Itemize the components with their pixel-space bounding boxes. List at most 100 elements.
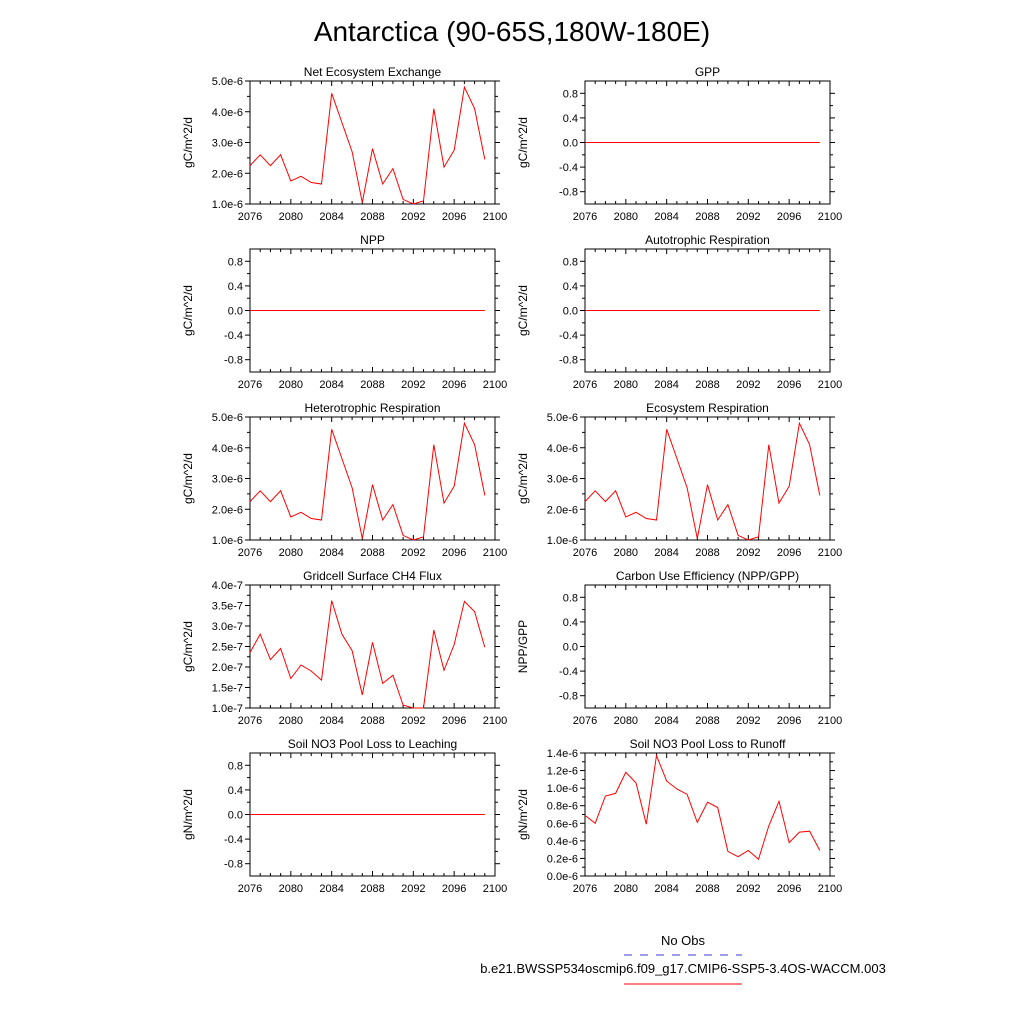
chart-10-xtick-label-2096: 2096 <box>777 883 801 895</box>
chart-9-ylabel: gN/m^2/d <box>181 789 195 840</box>
chart-9-xtick-label-2096: 2096 <box>442 883 466 895</box>
chart-6-xtick-label-2084: 2084 <box>654 547 678 559</box>
chart-7-xtick-label-2080: 2080 <box>279 715 303 727</box>
chart-10-series-line <box>584 753 821 861</box>
chart-3-xtick-label-2096: 2096 <box>442 379 466 391</box>
chart-10-xtick-label-2080: 2080 <box>614 883 638 895</box>
chart-5-xtick-label-2096: 2096 <box>442 547 466 559</box>
chart-3-ytick-label-4: 0.8 <box>228 256 243 268</box>
chart-6-ylabel: gC/m^2/d <box>516 453 530 504</box>
chart-3-xtick-label-2084: 2084 <box>319 379 343 391</box>
chart-7-ytick-label-2: 2.0e-7 <box>212 662 243 674</box>
chart-4-xtick-label-2076: 2076 <box>573 379 597 391</box>
chart-3-title: NPP <box>360 233 385 247</box>
chart-3-xtick-label-2088: 2088 <box>360 379 384 391</box>
chart-5-ytick-label-2: 3.0e-6 <box>212 474 243 486</box>
panel-9: Soil NO3 Pool Loss to Leaching 2076 2080 20… <box>181 737 507 895</box>
chart-6-xtick-label-2092: 2092 <box>736 547 760 559</box>
chart-4-xtick-label-2088: 2088 <box>695 379 719 391</box>
figure-title: Antarctica (90-65S,180W-180E) <box>314 16 710 47</box>
chart-8-xtick-label-2100: 2100 <box>818 715 842 727</box>
chart-5-ytick-label-1: 2.0e-6 <box>212 504 243 516</box>
chart-4-ytick-label-3: 0.4 <box>563 281 578 293</box>
chart-2-ytick-label-0: -0.8 <box>559 187 578 199</box>
chart-7-xtick-label-2084: 2084 <box>319 715 343 727</box>
chart-10-xtick-label-2084: 2084 <box>654 883 678 895</box>
chart-2-xtick-label-2092: 2092 <box>736 211 760 223</box>
chart-3-ytick-label-1: -0.4 <box>224 330 243 342</box>
chart-10-ylabel: gN/m^2/d <box>516 789 530 840</box>
chart-8-xtick-label-2080: 2080 <box>614 715 638 727</box>
panel-3: NPP 2076 2080 2084 2088 2092 2096 2100 -0.8 -0.4 0… <box>181 233 507 391</box>
chart-6-xtick-label-2100: 2100 <box>818 547 842 559</box>
chart-7-xtick-label-2092: 2092 <box>401 715 425 727</box>
chart-2-xtick-label-2080: 2080 <box>614 211 638 223</box>
chart-10-xtick-label-2092: 2092 <box>736 883 760 895</box>
chart-9-title: Soil NO3 Pool Loss to Leaching <box>288 737 457 751</box>
chart-6-xtick-label-2076: 2076 <box>573 547 597 559</box>
chart-5-xtick-label-2084: 2084 <box>319 547 343 559</box>
chart-2-xtick-label-2100: 2100 <box>818 211 842 223</box>
chart-1-ytick-label-3: 4.0e-6 <box>212 107 243 119</box>
chart-8-frame <box>584 584 831 709</box>
chart-10-xtick-label-2088: 2088 <box>695 883 719 895</box>
chart-5-xtick-label-2076: 2076 <box>238 547 262 559</box>
chart-4-xtick-label-2084: 2084 <box>654 379 678 391</box>
chart-4-title: Autotrophic Respiration <box>645 233 770 247</box>
chart-9-xtick-label-2076: 2076 <box>238 883 262 895</box>
chart-7-ytick-label-6: 4.0e-7 <box>212 580 243 592</box>
chart-10-ytick-label-4: 0.8e-6 <box>547 801 578 813</box>
chart-9-ytick-label-1: -0.4 <box>224 834 243 846</box>
chart-4-ytick-label-0: -0.8 <box>559 355 578 367</box>
chart-10-frame <box>584 752 831 877</box>
chart-4-ytick-label-2: 0.0 <box>563 306 578 318</box>
chart-8-ytick-label-3: 0.4 <box>563 617 578 629</box>
chart-6-xtick-label-2080: 2080 <box>614 547 638 559</box>
chart-10-ytick-label-5: 1.0e-6 <box>547 783 578 795</box>
chart-9-ytick-label-3: 0.4 <box>228 785 243 797</box>
chart-9-xtick-label-2080: 2080 <box>279 883 303 895</box>
chart-1-xtick-label-2076: 2076 <box>238 211 262 223</box>
legend-obs-label: No Obs <box>661 933 706 948</box>
chart-3-xtick-label-2080: 2080 <box>279 379 303 391</box>
chart-4-xtick-label-2100: 2100 <box>818 379 842 391</box>
chart-6-ytick-label-3: 4.0e-6 <box>547 443 578 455</box>
chart-10-ytick-label-0: 0.0e-6 <box>547 871 578 883</box>
chart-2-title: GPP <box>695 65 720 79</box>
chart-10-ytick-label-1: 0.2e-6 <box>547 853 578 865</box>
chart-3-ylabel: gC/m^2/d <box>181 285 195 336</box>
chart-5-xtick-label-2088: 2088 <box>360 547 384 559</box>
panel-4: Autotrophic Respiration 2076 2080 2084 2088 2… <box>516 233 842 391</box>
chart-7-xtick-label-2088: 2088 <box>360 715 384 727</box>
panel-5: Heterotrophic Respiration 2076 2080 2084 208… <box>181 401 507 559</box>
chart-3-ytick-label-3: 0.4 <box>228 281 243 293</box>
chart-5-ytick-label-3: 4.0e-6 <box>212 443 243 455</box>
chart-1-ytick-label-1: 2.0e-6 <box>212 168 243 180</box>
chart-8-title: Carbon Use Efficiency (NPP/GPP) <box>616 569 799 583</box>
chart-5-frame <box>249 416 496 541</box>
chart-2-ytick-label-1: -0.4 <box>559 162 578 174</box>
chart-7-xtick-label-2076: 2076 <box>238 715 262 727</box>
chart-4-xtick-label-2096: 2096 <box>777 379 801 391</box>
chart-8-xtick-label-2076: 2076 <box>573 715 597 727</box>
chart-5-xtick-label-2092: 2092 <box>401 547 425 559</box>
chart-5-title: Heterotrophic Respiration <box>304 401 440 415</box>
chart-8-ytick-label-1: -0.4 <box>559 666 578 678</box>
chart-7-ytick-label-5: 3.5e-7 <box>212 601 243 613</box>
chart-2-xtick-label-2096: 2096 <box>777 211 801 223</box>
chart-5-ytick-label-4: 5.0e-6 <box>212 412 243 424</box>
chart-9-ytick-label-2: 0.0 <box>228 810 243 822</box>
chart-1-series-line <box>249 85 486 205</box>
chart-7-ytick-label-4: 3.0e-7 <box>212 621 243 633</box>
chart-6-ytick-label-4: 5.0e-6 <box>547 412 578 424</box>
chart-1-ytick-label-4: 5.0e-6 <box>212 76 243 88</box>
chart-6-title: Ecosystem Respiration <box>646 401 769 415</box>
chart-9-xtick-label-2084: 2084 <box>319 883 343 895</box>
chart-panels: Net Ecosystem Exchange 2076 2080 2084 2088 20… <box>181 65 842 895</box>
chart-8-ylabel: NPP/GPP <box>516 620 530 673</box>
chart-9-ytick-label-4: 0.8 <box>228 760 243 772</box>
chart-6-series-line <box>584 421 821 541</box>
chart-9-ytick-label-0: -0.8 <box>224 859 243 871</box>
legend: No Obs b.e21.BWSSP534oscmip6.f09_g17.CMI… <box>480 933 886 985</box>
